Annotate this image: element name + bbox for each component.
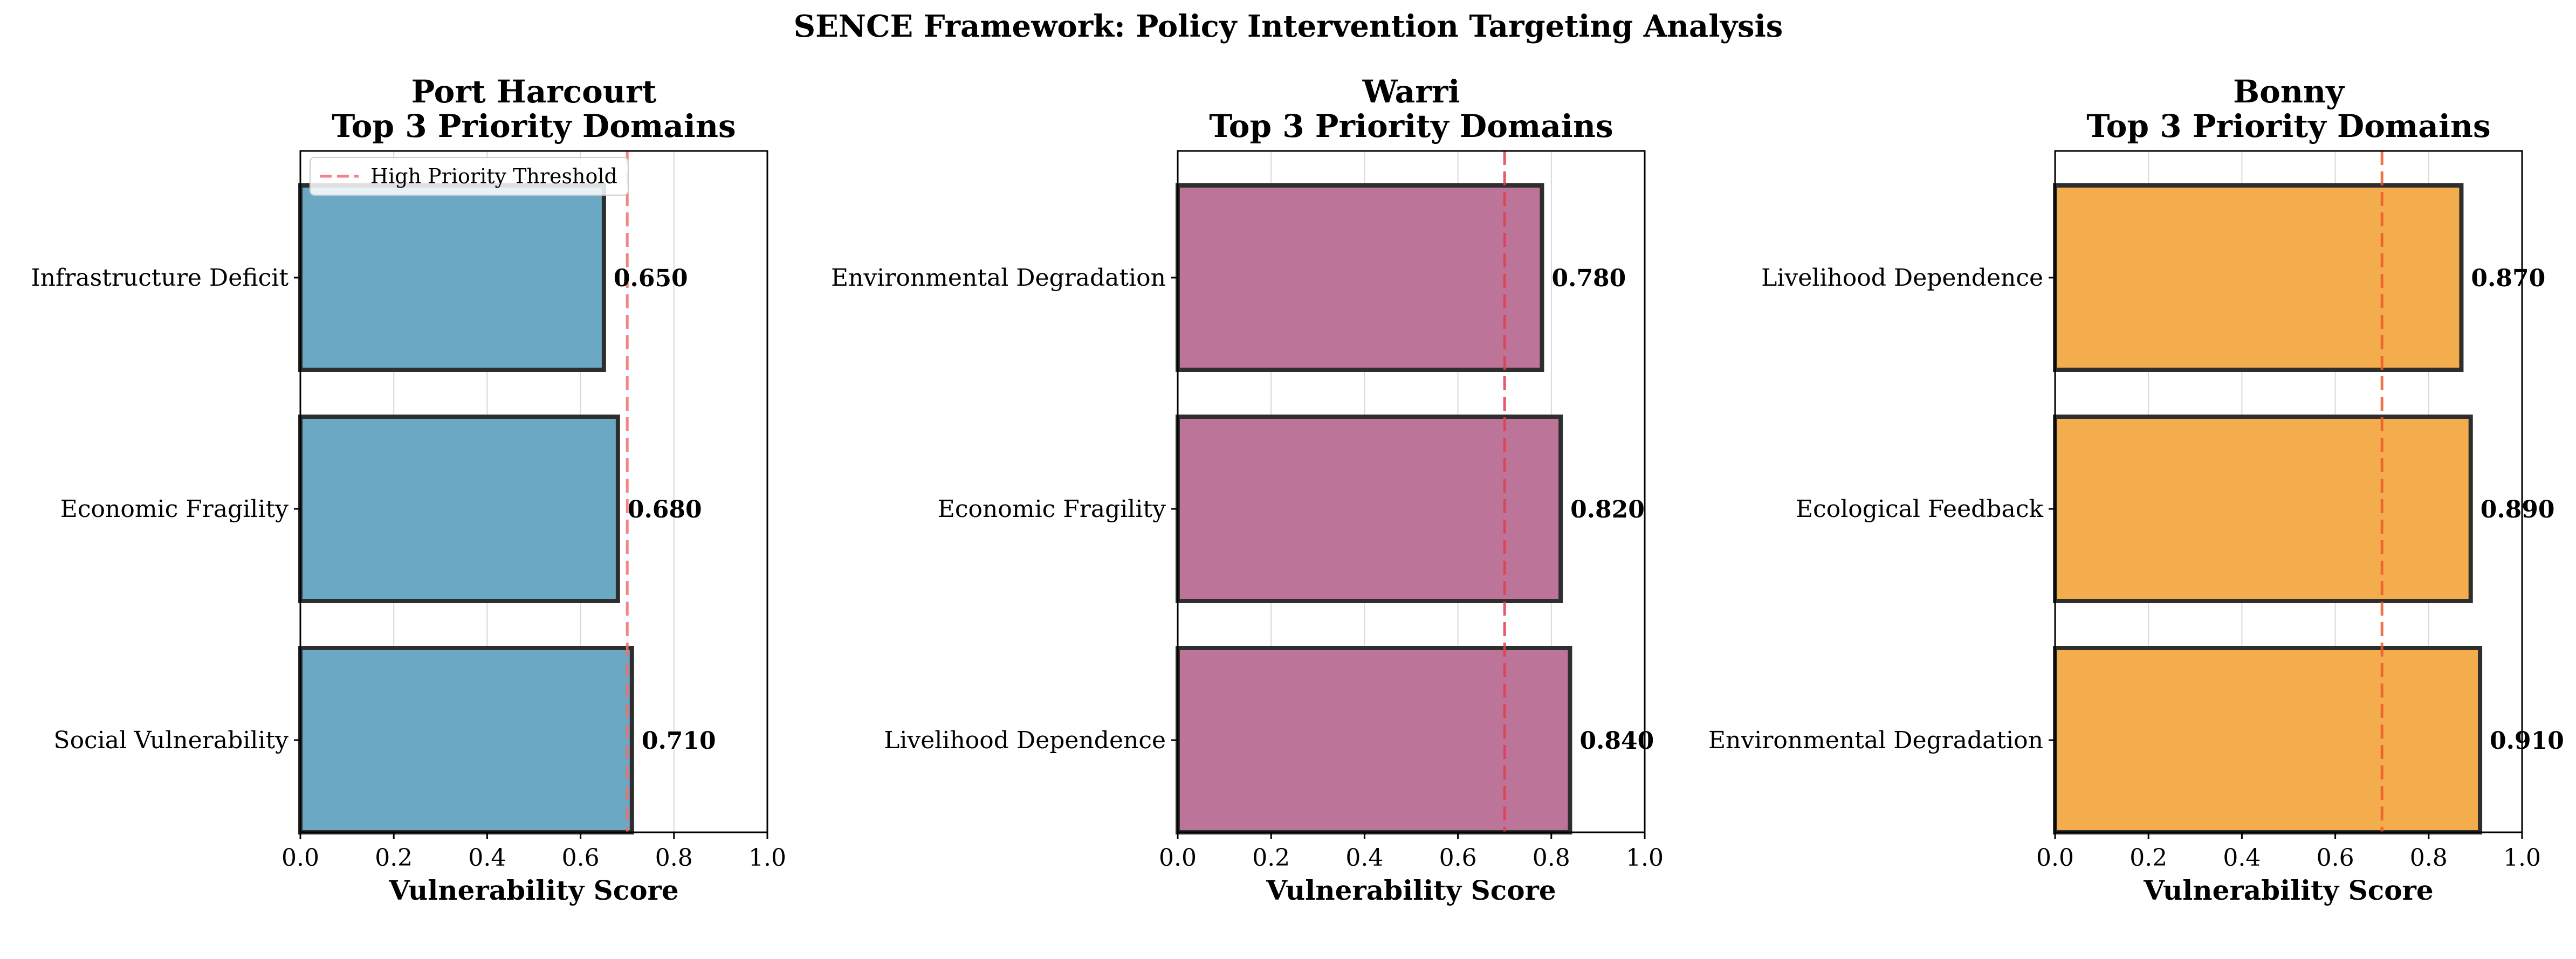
x-tick-label: 1.0 (1626, 844, 1664, 872)
panel-title-line: Port Harcourt (411, 73, 657, 110)
axes-frame (2054, 150, 2523, 833)
value-label: 0.820 (1570, 496, 1645, 523)
x-tick-label: 0.4 (468, 844, 506, 872)
x-tick-label: 0.8 (655, 844, 693, 872)
x-tick-label: 0.8 (2410, 844, 2448, 872)
legend-box (310, 157, 629, 196)
panel-title: Bonny Top 3 Priority Domains (2086, 73, 2490, 144)
value-label: 0.710 (642, 727, 716, 755)
panel-title-line: Warri (1362, 73, 1460, 110)
y-tick-label: Environmental Degradation (1708, 727, 2043, 754)
x-tick-label: 0.2 (375, 844, 413, 872)
panel-3: Bonny Top 3 Priority Domains 0.910 0.890 0.8… (1708, 73, 2564, 906)
y-tick-label: Economic Fragility (938, 495, 1166, 523)
value-label: 0.870 (2471, 265, 2545, 292)
bar-livelihood-dependence (2053, 183, 2464, 372)
x-tick-label: 0.6 (562, 844, 600, 872)
panel-title-line: Top 3 Priority Domains (1209, 108, 1613, 144)
value-label: 0.890 (2481, 496, 2555, 523)
bar-environmental-degradation (1176, 183, 1544, 372)
bar-ecological-feedback (2053, 415, 2473, 603)
bar-infrastructure-deficit (298, 183, 606, 372)
x-tick-label: 0.4 (1345, 844, 1383, 872)
chart-panels: Port Harcourt Top 3 Priority Domains0.710… (31, 73, 2564, 906)
value-label: 0.650 (614, 265, 688, 292)
axes-frame (1177, 150, 1646, 833)
value-label: 0.780 (1551, 265, 1626, 292)
y-tick-label: Social Vulnerability (53, 727, 288, 754)
panel-2: Warri Top 3 Priority Domains 0.840 0.820 0.7… (831, 73, 1664, 906)
y-tick-label: Livelihood Dependence (1761, 264, 2043, 292)
value-label: 0.840 (1579, 727, 1654, 755)
y-tick-label: Economic Fragility (60, 495, 288, 523)
x-tick-label: 1.0 (2503, 844, 2541, 872)
x-tick-label: 0.2 (1252, 844, 1290, 872)
x-tick-label: 1.0 (748, 844, 786, 872)
bar-economic-fragility (1176, 415, 1563, 603)
panel-1: Port Harcourt Top 3 Priority Domains 0.710… (31, 73, 786, 906)
y-tick-label: Livelihood Dependence (884, 727, 1166, 754)
panel-title: Port Harcourt Top 3 Priority Domains (332, 73, 736, 144)
panel-title: Warri Top 3 Priority Domains (1209, 73, 1613, 144)
value-label: 0.680 (628, 496, 702, 523)
panel-title-line: Top 3 Priority Domains (2086, 108, 2490, 144)
bar-livelihood-dependence (1176, 646, 1572, 834)
y-tick-label: Ecological Feedback (1796, 495, 2043, 523)
bar-economic-fragility (298, 415, 620, 603)
value-label: 0.910 (2490, 727, 2564, 755)
bar-environmental-degradation (2053, 646, 2483, 834)
x-axis-label: Vulnerability Score (388, 874, 678, 906)
x-tick-label: 0.0 (1159, 844, 1197, 872)
legend-label: High Priority Threshold (370, 164, 617, 188)
figure-suptitle: SENCE Framework: Policy Intervention Tar… (794, 9, 1783, 44)
x-tick-label: 0.0 (2036, 844, 2074, 872)
panel-title-line: Top 3 Priority Domains (332, 108, 736, 144)
x-axis-label: Vulnerability Score (1266, 874, 1556, 906)
panel-title-line: Bonny (2233, 73, 2345, 110)
x-tick-label: 0.2 (2130, 844, 2167, 872)
y-tick-label: Environmental Degradation (831, 264, 1166, 292)
x-axis-label: Vulnerability Score (2143, 874, 2433, 906)
x-tick-label: 0.6 (1439, 844, 1477, 872)
y-tick-label: Infrastructure Deficit (31, 264, 288, 292)
axes-frame (299, 150, 768, 833)
x-tick-label: 0.4 (2223, 844, 2261, 872)
x-tick-label: 0.8 (1533, 844, 1570, 872)
legend: High Priority Threshold (310, 157, 629, 196)
x-tick-label: 0.6 (2317, 844, 2354, 872)
bar-social-vulnerability (298, 646, 634, 834)
x-tick-label: 0.0 (281, 844, 319, 872)
